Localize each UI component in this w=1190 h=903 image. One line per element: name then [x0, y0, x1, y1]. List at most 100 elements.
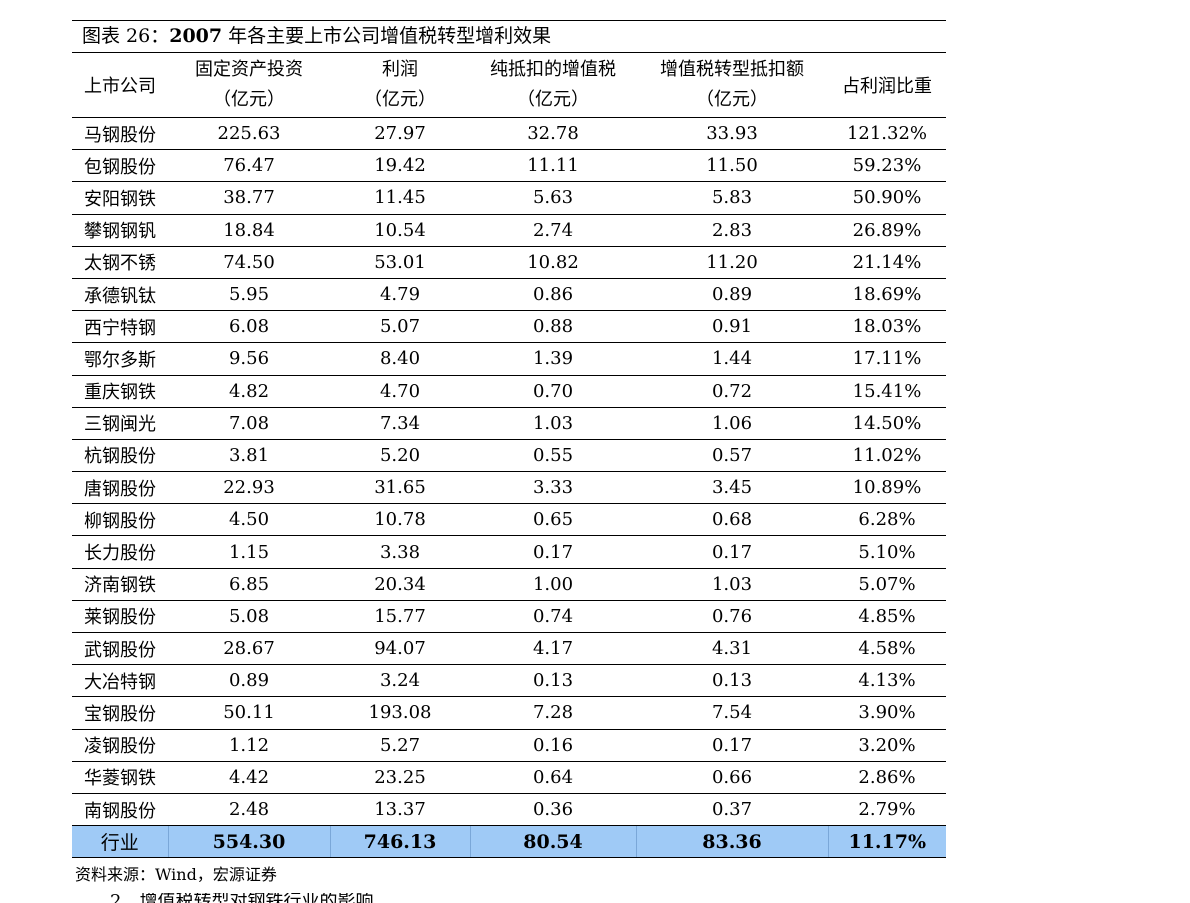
- cell-company: 凌钢股份: [72, 729, 168, 762]
- cell-vat-transition-deduction: 0.17: [636, 535, 828, 569]
- cell-profit-share: 10.89%: [828, 471, 946, 505]
- cell-net-vat-deduction: 10.82: [470, 246, 636, 279]
- table-row: 华菱钢铁 4.42 23.25 0.64 0.66 2.86%: [72, 761, 946, 794]
- cell-fixed-investment: 5.95: [168, 278, 330, 312]
- cell-company: 长力股份: [72, 535, 168, 569]
- cell-profit: 8.40: [330, 342, 470, 376]
- figure-title-text: 年各主要上市公司增值税转型增利效果: [222, 25, 552, 47]
- cell-profit: 10.54: [330, 214, 470, 247]
- cell-fixed-investment: 7.08: [168, 407, 330, 440]
- cell-vat-transition-deduction: 11.20: [636, 246, 828, 279]
- cell-vat-transition-deduction: 0.66: [636, 761, 828, 794]
- cell-vat-transition-deduction: 33.93: [636, 117, 828, 151]
- cell-company: 太钢不锈: [72, 246, 168, 279]
- cell-net-vat-deduction: 32.78: [470, 117, 636, 151]
- cell-profit: 20.34: [330, 568, 470, 601]
- cell-vat-transition-deduction: 0.37: [636, 793, 828, 827]
- cell-profit: 193.08: [330, 696, 470, 730]
- cell-vat-transition-deduction: 1.44: [636, 342, 828, 376]
- cell-profit: 4.79: [330, 278, 470, 312]
- cell-profit-share: 26.89%: [828, 214, 946, 247]
- cell-profit-share: 59.23%: [828, 149, 946, 183]
- figure-title-prefix: 图表 26：: [82, 25, 170, 47]
- table-row: 宝钢股份 50.11 193.08 7.28 7.54 3.90%: [72, 696, 946, 730]
- cell-profit-share: 17.11%: [828, 342, 946, 376]
- cell-fixed-investment: 1.12: [168, 729, 330, 762]
- cell-fixed-investment: 74.50: [168, 246, 330, 279]
- figure-title: 图表 26：2007 年各主要上市公司增值税转型增利效果: [72, 20, 946, 53]
- cell-company: 三钢闽光: [72, 407, 168, 440]
- total-label: 行业: [72, 825, 168, 859]
- table-row: 柳钢股份 4.50 10.78 0.65 0.68 6.28%: [72, 503, 946, 537]
- cell-company: 杭钢股份: [72, 439, 168, 473]
- cell-company: 包钢股份: [72, 149, 168, 183]
- cell-company: 马钢股份: [72, 117, 168, 151]
- cell-net-vat-deduction: 0.88: [470, 310, 636, 344]
- cell-profit-share: 15.41%: [828, 375, 946, 408]
- cell-profit: 10.78: [330, 503, 470, 537]
- cell-net-vat-deduction: 11.11: [470, 149, 636, 183]
- table-row: 南钢股份 2.48 13.37 0.36 0.37 2.79%: [72, 793, 946, 827]
- cell-profit-share: 2.79%: [828, 793, 946, 827]
- table-row: 长力股份 1.15 3.38 0.17 0.17 5.10%: [72, 535, 946, 569]
- table-row: 武钢股份 28.67 94.07 4.17 4.31 4.58%: [72, 632, 946, 666]
- cell-profit: 27.97: [330, 117, 470, 151]
- total-profit-share: 11.17%: [827, 825, 946, 859]
- cell-company: 重庆钢铁: [72, 375, 168, 408]
- cell-company: 柳钢股份: [72, 503, 168, 537]
- header-profit-share: 占利润比重: [828, 53, 946, 118]
- cell-net-vat-deduction: 0.70: [470, 375, 636, 408]
- cell-profit-share: 121.32%: [828, 117, 946, 151]
- cell-company: 唐钢股份: [72, 471, 168, 505]
- cell-profit-share: 11.02%: [828, 439, 946, 473]
- cell-fixed-investment: 0.89: [168, 664, 330, 698]
- header-company: 上市公司: [72, 53, 168, 118]
- cell-net-vat-deduction: 0.64: [470, 761, 636, 794]
- cell-vat-transition-deduction: 0.13: [636, 664, 828, 698]
- header-profit: 利润 （亿元）: [330, 53, 470, 118]
- cell-net-vat-deduction: 7.28: [470, 696, 636, 730]
- cell-net-vat-deduction: 2.74: [470, 214, 636, 247]
- cell-vat-transition-deduction: 5.83: [636, 181, 828, 215]
- cell-profit: 13.37: [330, 793, 470, 827]
- cell-vat-transition-deduction: 2.83: [636, 214, 828, 247]
- cell-vat-transition-deduction: 0.76: [636, 600, 828, 634]
- cell-fixed-investment: 225.63: [168, 117, 330, 151]
- cell-profit-share: 4.85%: [828, 600, 946, 634]
- cell-profit: 5.20: [330, 439, 470, 473]
- cell-net-vat-deduction: 0.36: [470, 793, 636, 827]
- cell-vat-transition-deduction: 0.89: [636, 278, 828, 312]
- table-row: 攀钢钢钒 18.84 10.54 2.74 2.83 26.89%: [72, 214, 946, 247]
- table-row: 西宁特钢 6.08 5.07 0.88 0.91 18.03%: [72, 310, 946, 344]
- cell-net-vat-deduction: 0.65: [470, 503, 636, 537]
- cell-net-vat-deduction: 1.03: [470, 407, 636, 440]
- cell-profit-share: 2.86%: [828, 761, 946, 794]
- cell-fixed-investment: 76.47: [168, 149, 330, 183]
- total-net-vat-deduction: 80.54: [469, 825, 636, 859]
- cell-company: 攀钢钢钒: [72, 214, 168, 247]
- cell-profit-share: 4.13%: [828, 664, 946, 698]
- cell-profit-share: 50.90%: [828, 181, 946, 215]
- cell-fixed-investment: 5.08: [168, 600, 330, 634]
- total-fixed-investment: 554.30: [167, 825, 330, 859]
- cell-fixed-investment: 4.42: [168, 761, 330, 794]
- cell-profit-share: 4.58%: [828, 632, 946, 666]
- cell-vat-transition-deduction: 11.50: [636, 149, 828, 183]
- table-row: 太钢不锈 74.50 53.01 10.82 11.20 21.14%: [72, 246, 946, 279]
- cell-vat-transition-deduction: 0.68: [636, 503, 828, 537]
- table-row: 安阳钢铁 38.77 11.45 5.63 5.83 50.90%: [72, 181, 946, 215]
- cell-fixed-investment: 6.85: [168, 568, 330, 601]
- cell-company: 鄂尔多斯: [72, 342, 168, 376]
- cell-profit-share: 3.20%: [828, 729, 946, 762]
- table-row: 马钢股份 225.63 27.97 32.78 33.93 121.32%: [72, 117, 946, 151]
- cell-profit-share: 6.28%: [828, 503, 946, 537]
- cell-net-vat-deduction: 0.16: [470, 729, 636, 762]
- table-row: 三钢闽光 7.08 7.34 1.03 1.06 14.50%: [72, 407, 946, 440]
- cell-profit-share: 5.07%: [828, 568, 946, 601]
- table-row: 大冶特钢 0.89 3.24 0.13 0.13 4.13%: [72, 664, 946, 698]
- table-row: 包钢股份 76.47 19.42 11.11 11.50 59.23%: [72, 149, 946, 183]
- data-table: 上市公司 固定资产投资 （亿元） 利润 （亿元） 纯抵扣的增值税 （亿元） 增值税转型…: [72, 53, 946, 859]
- cell-net-vat-deduction: 5.63: [470, 181, 636, 215]
- cell-company: 安阳钢铁: [72, 181, 168, 215]
- cell-vat-transition-deduction: 1.06: [636, 407, 828, 440]
